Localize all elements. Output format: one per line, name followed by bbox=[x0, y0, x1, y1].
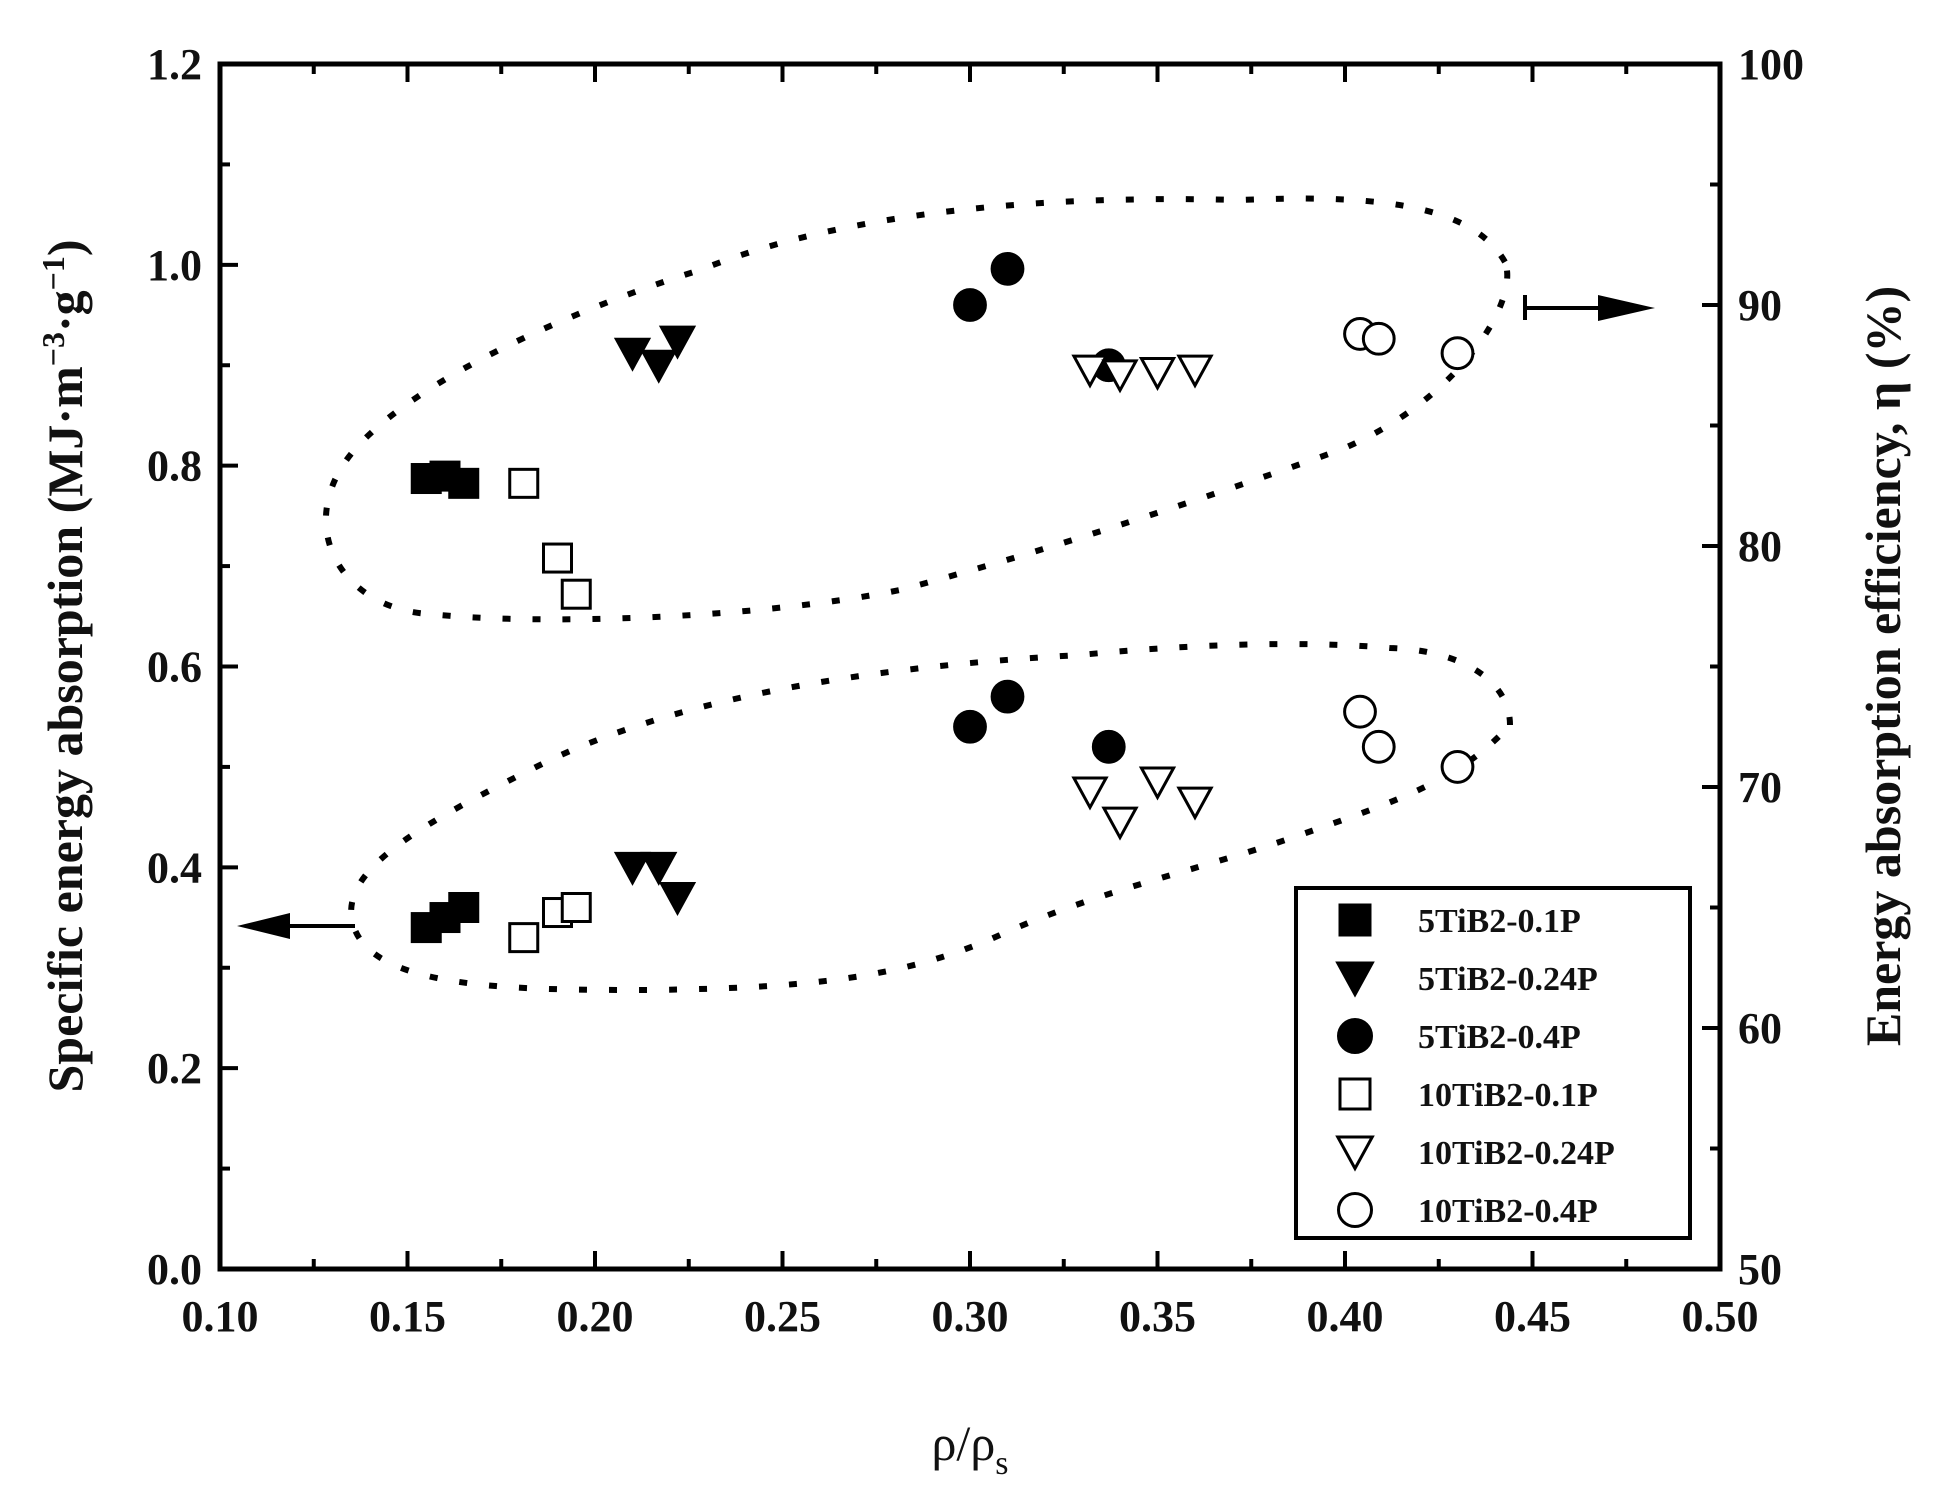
marker-sea-5tib2-0-24p bbox=[613, 851, 652, 886]
legend-marker-10tib2-0-4p bbox=[1337, 1192, 1373, 1228]
x-tick-label: 0.50 bbox=[1682, 1292, 1759, 1341]
y-right-tick-label: 90 bbox=[1738, 281, 1782, 330]
marker-efficiency-5tib2-0-24p bbox=[640, 349, 678, 384]
y-left-tick-label: 0.6 bbox=[147, 643, 202, 692]
y-left-tick-label: 0.8 bbox=[147, 442, 202, 491]
legend-items: 5TiB2-0.1P 5TiB2-0.24P 5TiB2-0.4P 10TiB2-0.… bbox=[1335, 903, 1615, 1230]
legend-label-10tib2-0-24p: 10TiB2-0.24P bbox=[1418, 1135, 1615, 1172]
legend-label-10tib2-0-1p: 10TiB2-0.1P bbox=[1418, 1077, 1598, 1114]
x-tick-label: 0.15 bbox=[369, 1292, 446, 1341]
legend-label-5tib2-0-1p: 5TiB2-0.1P bbox=[1418, 903, 1581, 940]
x-tick-label: 0.40 bbox=[1307, 1292, 1384, 1341]
marker-efficiency-5tib2-0-24p bbox=[658, 325, 697, 360]
marker-efficiency-5tib2-0-4p bbox=[953, 288, 987, 322]
marker-efficiency-10tib2-0-24p bbox=[1071, 354, 1109, 389]
marker-efficiency-10tib2-0-4p bbox=[1440, 336, 1475, 371]
marker-sea-5tib2-0-4p bbox=[953, 709, 987, 744]
y-left-tick-label: 0.2 bbox=[147, 1044, 202, 1093]
marker-efficiency-10tib2-0-4p bbox=[1361, 321, 1396, 356]
marker-efficiency-5tib2-0-24p bbox=[613, 337, 652, 372]
marker-sea-10tib2-0-1p bbox=[508, 922, 540, 954]
marker-efficiency-10tib2-0-24p bbox=[1176, 354, 1214, 389]
y-right-tick-label: 80 bbox=[1738, 522, 1782, 571]
marker-sea-10tib2-0-4p bbox=[1361, 729, 1396, 764]
x-axis-title: ρ/ρs bbox=[931, 1415, 1008, 1482]
x-tick-label: 0.45 bbox=[1494, 1292, 1571, 1341]
marker-sea-5tib2-0-4p bbox=[990, 679, 1025, 714]
y-left-tick-label: 0.4 bbox=[147, 843, 202, 892]
left-axis-arrow bbox=[237, 913, 355, 939]
marker-efficiency-5tib2-0-1p bbox=[448, 467, 480, 499]
legend-marker-5tib2-0-4p bbox=[1337, 1018, 1373, 1054]
y-left-tick-label: 0.0 bbox=[147, 1245, 202, 1294]
legend-label-10tib2-0-4p: 10TiB2-0.4P bbox=[1418, 1193, 1598, 1230]
legend-marker-5tib2-0-24p bbox=[1335, 961, 1375, 998]
marker-efficiency-10tib2-0-1p bbox=[542, 542, 573, 574]
y-left-tick-label: 1.2 bbox=[147, 40, 202, 89]
legend-marker-10tib2-0-24p bbox=[1335, 1135, 1375, 1172]
x-tick-label: 0.10 bbox=[182, 1292, 259, 1341]
marker-sea-5tib2-0-1p bbox=[448, 892, 480, 923]
legend-label-5tib2-0-4p: 5TiB2-0.4P bbox=[1418, 1019, 1581, 1056]
marker-efficiency-5tib2-0-4p bbox=[990, 251, 1025, 286]
x-tick-label: 0.35 bbox=[1119, 1292, 1196, 1341]
legend-marker-5tib2-0-1p bbox=[1338, 903, 1372, 937]
lower-guide-envelope bbox=[348, 641, 1514, 994]
y-right-tick-label: 60 bbox=[1738, 1004, 1782, 1053]
data-markers bbox=[410, 251, 1475, 954]
y-right-tick-label: 100 bbox=[1738, 40, 1804, 89]
y-left-tick-label: 1.0 bbox=[147, 241, 202, 290]
marker-efficiency-10tib2-0-24p bbox=[1138, 356, 1177, 392]
right-y-axis-title: Energy absorption efficiency, η (%) bbox=[1855, 286, 1911, 1046]
axis-tick-labels: 0.10 0.15 0.20 0.25 0.30 0.35 0.40 0.45 0.50 0.0 0… bbox=[147, 40, 1804, 1341]
marker-efficiency-10tib2-0-24p bbox=[1101, 359, 1139, 394]
x-tick-label: 0.30 bbox=[932, 1292, 1009, 1341]
x-tick-label: 0.20 bbox=[557, 1292, 634, 1341]
legend-marker-10tib2-0-1p bbox=[1338, 1077, 1372, 1111]
marker-sea-5tib2-0-24p bbox=[658, 881, 697, 916]
upper-guide-envelope bbox=[322, 195, 1511, 623]
marker-efficiency-10tib2-0-1p bbox=[508, 467, 540, 499]
right-axis-arrow bbox=[1523, 295, 1655, 321]
marker-sea-5tib2-0-24p bbox=[640, 851, 678, 886]
axis-ticks bbox=[218, 62, 1722, 1271]
marker-sea-10tib2-0-4p bbox=[1343, 694, 1377, 729]
x-tick-label: 0.25 bbox=[744, 1292, 821, 1341]
legend-label-5tib2-0-24p: 5TiB2-0.24P bbox=[1418, 961, 1598, 998]
marker-sea-10tib2-0-4p bbox=[1440, 750, 1475, 784]
marker-sea-5tib2-0-4p bbox=[1091, 729, 1126, 764]
marker-sea-10tib2-0-24p bbox=[1138, 766, 1177, 801]
marker-sea-10tib2-0-24p bbox=[1101, 806, 1139, 841]
legend: 5TiB2-0.1P 5TiB2-0.24P 5TiB2-0.4P 10TiB2-0.… bbox=[1294, 886, 1692, 1240]
marker-sea-10tib2-0-24p bbox=[1071, 776, 1109, 811]
legend-box bbox=[1294, 886, 1692, 1240]
left-y-axis-title: Specific energy absorption (MJ·m−3·g−1) bbox=[35, 239, 93, 1092]
y-right-tick-label: 70 bbox=[1738, 763, 1782, 812]
marker-efficiency-10tib2-0-1p bbox=[560, 578, 592, 610]
y-right-tick-label: 50 bbox=[1738, 1245, 1782, 1294]
marker-sea-10tib2-0-24p bbox=[1176, 786, 1214, 821]
marker-sea-10tib2-0-1p bbox=[560, 892, 592, 923]
